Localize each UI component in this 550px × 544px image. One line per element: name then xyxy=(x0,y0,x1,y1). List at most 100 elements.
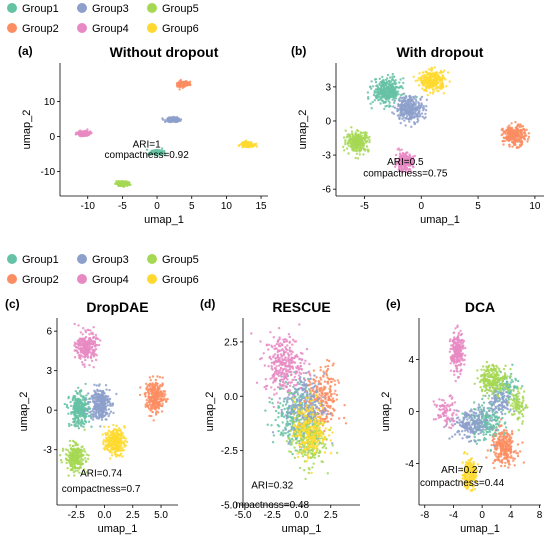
series-group3 xyxy=(161,115,183,124)
data-point xyxy=(418,72,421,75)
data-point xyxy=(526,140,529,143)
series-group1 xyxy=(145,147,167,157)
data-point xyxy=(104,384,108,387)
data-point xyxy=(277,411,280,415)
data-point xyxy=(270,398,273,401)
data-point xyxy=(512,134,516,137)
data-point xyxy=(412,95,415,99)
x-tick-label: 5 xyxy=(475,201,481,212)
data-point xyxy=(77,451,81,455)
data-point xyxy=(410,116,413,119)
data-point xyxy=(97,343,101,347)
data-point xyxy=(360,131,363,135)
data-point xyxy=(398,116,401,120)
data-point xyxy=(178,88,181,91)
data-point xyxy=(67,422,71,426)
legend-swatch xyxy=(7,274,17,284)
data-point xyxy=(370,80,373,83)
data-point xyxy=(163,153,167,156)
data-point xyxy=(154,384,157,387)
data-point xyxy=(402,77,405,80)
data-point xyxy=(247,143,250,147)
legend-item-group3: Group3 xyxy=(77,3,129,15)
data-point xyxy=(379,102,382,105)
data-point xyxy=(66,406,70,409)
data-point xyxy=(146,391,150,394)
data-point xyxy=(402,113,405,117)
data-point xyxy=(95,384,98,387)
data-point xyxy=(161,402,164,405)
data-point xyxy=(108,445,111,448)
y-tick-label: 10 xyxy=(44,97,56,108)
data-point xyxy=(421,115,424,119)
data-point xyxy=(416,108,419,111)
data-point xyxy=(79,459,82,463)
data-point xyxy=(284,403,288,406)
data-point xyxy=(83,428,86,431)
data-point xyxy=(81,333,84,336)
data-point xyxy=(277,429,280,433)
data-point xyxy=(93,389,96,392)
data-point xyxy=(402,104,406,108)
data-point xyxy=(79,351,82,354)
data-point xyxy=(73,449,76,453)
data-point xyxy=(442,92,446,95)
data-point xyxy=(84,382,87,386)
data-point xyxy=(368,140,371,144)
data-point xyxy=(399,85,402,88)
data-point xyxy=(79,357,82,360)
data-point xyxy=(425,105,428,108)
data-point xyxy=(144,382,148,385)
data-point xyxy=(86,128,89,131)
legend-middle: Group1 Group3 Group5 Group2 Group4 Group… xyxy=(7,254,199,286)
data-point xyxy=(439,83,442,86)
data-point xyxy=(398,99,402,103)
data-point xyxy=(101,433,104,436)
legend-label: Group3 xyxy=(92,254,129,266)
data-point xyxy=(366,148,369,151)
data-point xyxy=(522,136,526,140)
data-point xyxy=(110,454,114,457)
data-point xyxy=(77,448,80,451)
legend-top: Group1 Group3 Group5 Group2 Group4 Group… xyxy=(7,3,199,35)
data-point xyxy=(81,422,84,425)
data-point xyxy=(75,346,78,349)
data-point xyxy=(97,416,101,419)
data-point xyxy=(108,388,111,392)
data-point xyxy=(365,145,369,148)
data-point xyxy=(523,131,526,134)
data-point xyxy=(387,87,390,91)
data-point xyxy=(374,81,378,84)
data-point xyxy=(379,87,382,90)
data-point xyxy=(392,112,396,116)
data-point xyxy=(322,374,325,377)
data-point xyxy=(414,98,417,101)
data-point xyxy=(294,378,298,382)
data-point xyxy=(83,448,86,451)
data-point xyxy=(108,450,112,454)
data-point xyxy=(156,386,160,390)
data-point xyxy=(94,396,97,399)
data-point xyxy=(344,140,347,144)
panel-title: Without dropout xyxy=(110,44,219,60)
data-point xyxy=(385,95,388,99)
data-point xyxy=(353,143,356,146)
data-point xyxy=(422,83,425,87)
data-point xyxy=(409,109,413,113)
data-point xyxy=(242,144,245,147)
series-group2 xyxy=(500,120,531,149)
data-point xyxy=(274,418,277,422)
data-point xyxy=(95,354,99,357)
data-point xyxy=(507,128,510,131)
data-point xyxy=(357,146,360,150)
data-point xyxy=(377,95,381,98)
data-point xyxy=(437,90,440,93)
data-point xyxy=(175,120,178,123)
data-point xyxy=(74,444,77,447)
data-point xyxy=(285,422,288,426)
data-point xyxy=(94,358,98,362)
legend-item-group1: Group1 xyxy=(7,254,59,266)
data-point xyxy=(358,133,362,137)
data-point xyxy=(503,139,506,143)
y-tick-label: 0 xyxy=(46,406,52,417)
